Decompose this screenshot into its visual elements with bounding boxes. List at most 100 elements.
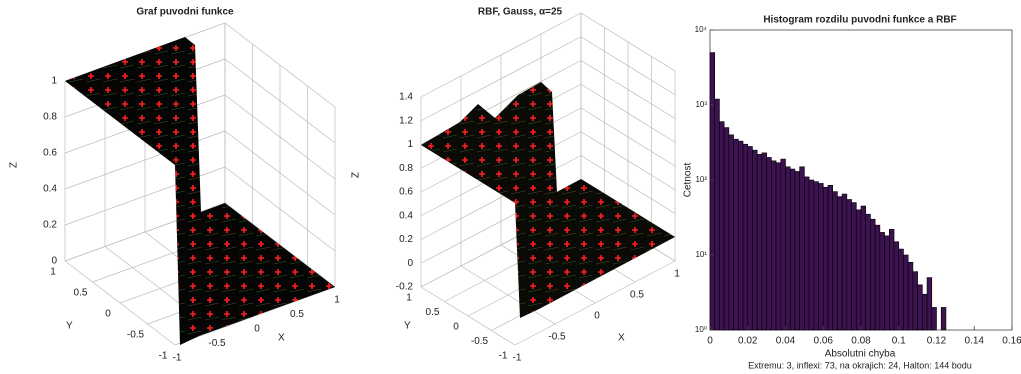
- y-axis-label: Cetnost: [683, 163, 694, 198]
- bar: [813, 181, 819, 331]
- bar: [889, 229, 895, 331]
- z-tick-label: 0.4: [399, 210, 413, 221]
- grid-line: [580, 107, 676, 167]
- y-tick-label: -1: [159, 351, 168, 362]
- z-tick-label: 1: [51, 76, 57, 87]
- bar: [860, 205, 867, 331]
- bar: [912, 271, 918, 331]
- y-tick-label: 1: [50, 267, 56, 278]
- bar: [922, 293, 928, 331]
- x-axis-label: X: [618, 333, 625, 344]
- bar: [898, 248, 904, 331]
- z-tick-label: 0.6: [399, 187, 413, 198]
- bar: [799, 166, 805, 331]
- y-axis-label: Y: [66, 321, 73, 332]
- z-axis-label: Z: [9, 162, 20, 168]
- x-tick-label: 0: [254, 324, 260, 335]
- bar: [926, 277, 933, 331]
- bar: [917, 284, 923, 331]
- z-tick-label: 0: [51, 256, 57, 267]
- z-tick-label: 1.4: [399, 92, 413, 103]
- bar: [870, 218, 876, 331]
- x-tick-label: 0.5: [630, 290, 644, 301]
- bar: [794, 171, 800, 331]
- x-tick-label: 0.06: [814, 336, 834, 347]
- bar: [907, 261, 914, 331]
- y-tick-label: 10⁴: [695, 25, 708, 34]
- bar: [780, 158, 786, 331]
- x-tick-label: 0.5: [290, 309, 304, 320]
- z-tick-label: 1: [407, 139, 413, 150]
- x-tick-label: -1: [513, 353, 522, 364]
- chart-title: RBF, Gauss, α=25: [478, 7, 563, 18]
- x-tick-label: 0.1: [892, 336, 906, 347]
- z-tick-label: 0.4: [43, 184, 57, 195]
- bar: [931, 307, 937, 331]
- z-tick-label: 0.8: [399, 163, 413, 174]
- bar: [808, 179, 815, 331]
- grid-line: [580, 131, 676, 191]
- bar: [874, 224, 881, 331]
- grid-line: [514, 260, 676, 346]
- bar: [822, 186, 829, 331]
- caption: Extremu: 3, inflexi: 73, na okrajich: 24…: [748, 360, 972, 370]
- y-axis-label: Y: [404, 321, 411, 332]
- bar: [827, 184, 833, 331]
- grid-line: [224, 166, 336, 252]
- grid-line: [174, 286, 336, 346]
- z-axis-label: Z: [351, 172, 362, 178]
- y-tick-label: 0: [453, 322, 459, 333]
- grid-line: [224, 22, 336, 108]
- y-tick-label: -0.5: [127, 330, 145, 341]
- bar: [855, 209, 862, 331]
- bar: [879, 232, 885, 331]
- x-tick-label: 1: [334, 295, 340, 306]
- y-tick-label: 10²: [695, 175, 707, 184]
- bar: [832, 191, 838, 331]
- x-tick-label: 0.14: [965, 336, 985, 347]
- bar: [756, 154, 763, 331]
- bar: [940, 307, 947, 331]
- bar: [851, 202, 857, 331]
- y-tick-label: 10¹: [695, 250, 707, 259]
- x-tick-label: 0: [594, 311, 600, 322]
- bar: [728, 134, 734, 331]
- bar: [846, 199, 852, 331]
- x-tick-label: 1: [674, 269, 680, 280]
- x-tick-label: 0.02: [738, 336, 758, 347]
- grid-line: [224, 94, 336, 180]
- z-tick-label: 1.2: [399, 115, 413, 126]
- surface-2: [421, 82, 675, 318]
- x-tick-label: 0.08: [851, 336, 871, 347]
- grid-line: [580, 155, 676, 214]
- bar: [709, 52, 716, 331]
- bar: [865, 213, 871, 331]
- bar: [804, 176, 810, 331]
- grid-line: [580, 36, 676, 96]
- y-tick-label: -0.5: [471, 336, 489, 347]
- bar: [761, 152, 767, 331]
- bar: [752, 149, 758, 331]
- bar: [884, 235, 890, 331]
- bar: [837, 196, 843, 331]
- z-tick-label: 0: [407, 258, 413, 269]
- x-axis-label: Absolutni chyba: [825, 349, 896, 360]
- bar: [766, 157, 772, 331]
- bar: [733, 138, 739, 331]
- bar: [747, 146, 753, 331]
- bar: [818, 183, 824, 331]
- bar: [789, 168, 796, 331]
- x-tick-label: 0: [707, 336, 713, 347]
- y-tick-label: 10⁰: [695, 325, 707, 334]
- bar: [738, 140, 744, 331]
- bar: [893, 241, 900, 331]
- x-tick-label: 0.16: [1002, 336, 1021, 347]
- bar: [841, 193, 848, 331]
- y-tick-label: 0.5: [426, 307, 440, 318]
- y-tick-label: 1: [406, 293, 412, 304]
- bar: [742, 143, 749, 331]
- y-tick-label: -1: [499, 351, 508, 362]
- x-axis-label: X: [278, 333, 285, 344]
- z-tick-label: 0.6: [43, 148, 57, 159]
